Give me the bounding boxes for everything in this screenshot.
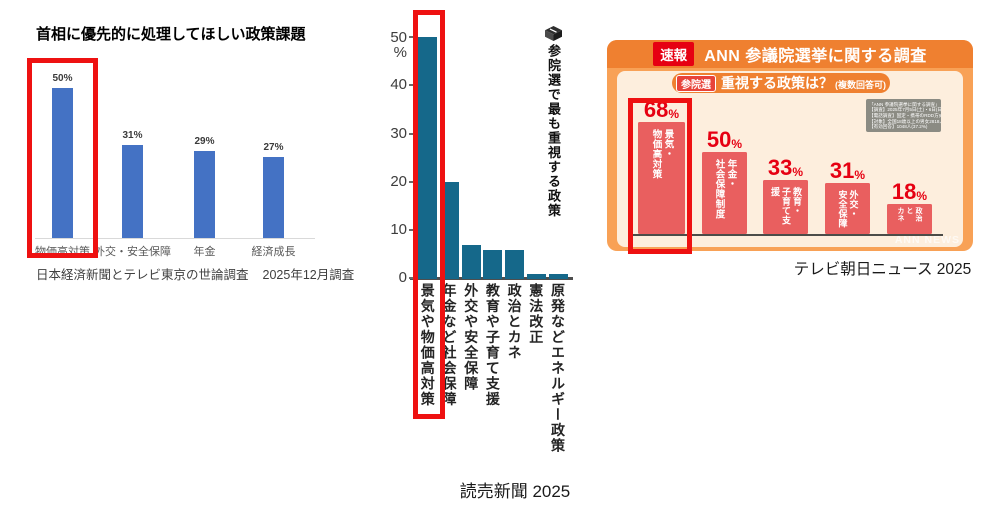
nikkei-bar (122, 145, 143, 238)
yomiuri-y-tick-mark (409, 277, 415, 279)
ann-caption: テレビ朝日ニュース 2025 (793, 261, 972, 278)
yomiuri-bar (505, 249, 525, 279)
ann-flash-badge: 速報 (653, 42, 695, 66)
nikkei-bar-value-label: 27% (263, 142, 284, 153)
yomiuri-bar (548, 274, 568, 279)
ann-percent-sign: % (668, 107, 680, 121)
yomiuri-category-label: 原発などエネルギー政策 (550, 283, 566, 454)
ann-bar-category-label: 年金・ 社会保障制度 (702, 159, 747, 233)
ann-percent-sign: % (731, 137, 743, 151)
ann-percent-sign: % (792, 165, 804, 179)
ann-info-line: 【対象】全国18歳以上の男女2818人 (869, 118, 941, 124)
ann-bar-percent-label: 33% (754, 155, 818, 180)
nikkei-highlight-rect (27, 58, 98, 258)
yomiuri-y-tick-mark (409, 36, 415, 38)
ann-bar (825, 183, 870, 234)
ann-subtitle-badge: 参院選 (676, 74, 716, 92)
ann-bar-category-text: 外交・ 安全保障 (837, 190, 859, 228)
yomiuri-y-tick-label: 30 (390, 125, 407, 142)
yomiuri-category-label: 憲法改正 (528, 283, 545, 345)
nikkei-bar-value-label: 50% (52, 73, 73, 84)
ann-percent-number: 68 (643, 97, 669, 122)
ann-bar-percent-label: 68% (630, 97, 694, 122)
nikkei-caption-date: 2025年12月調査 (262, 268, 355, 282)
yomiuri-y-tick-label: 10 (390, 221, 407, 238)
yomiuri-y-tick-label: 20 (390, 173, 407, 190)
yomiuri-y-tick-label: 50 (390, 29, 407, 46)
nikkei-category-label: 経済成長 (251, 246, 296, 258)
yomiuri-category-label: 景気や物価高対策 (419, 283, 436, 407)
yomiuri-bar (461, 245, 481, 279)
nikkei-category-label: 年金 (193, 246, 216, 258)
yomiuri-y-tick-mark (409, 181, 415, 183)
ann-percent-sign: % (916, 189, 928, 203)
ann-info-line: 【調査】2025年7月5日(土)・6日(日) (869, 107, 941, 113)
nikkei-caption-survey: 日本経済新聞とテレビ東京の世論調査 (36, 268, 249, 282)
yomiuri-category-label: 教育や子育て支援 (484, 283, 501, 407)
yomiuri-bar (526, 274, 546, 279)
nikkei-caption: 日本経済新聞とテレビ東京の世論調査 2025年12月調査 (36, 264, 354, 283)
ann-bar-percent-label: 50% (693, 127, 757, 152)
yomiuri-category-label: 年金など社会保障 (441, 283, 458, 407)
ann-bar-category-label: 外交・ 安全保障 (825, 190, 870, 233)
yomiuri-y-tick-label: 0 (398, 269, 407, 286)
ann-info-line: 「ANN 参議院選挙に関する調査」 (869, 101, 940, 107)
ann-info-line: 【有効回答】1048人(37.2%) (869, 124, 928, 130)
yomiuri-caption: 読売新聞 2025 (459, 482, 571, 501)
yomiuri-category-label: 外交や安全保障 (463, 283, 480, 392)
ballot-box-icon (544, 26, 562, 41)
ann-bar-percent-label: 31% (816, 158, 880, 183)
yomiuri-category-label: 政治とカネ (506, 283, 523, 361)
ann-percent-number: 33 (767, 155, 793, 180)
ann-subtitle-title: 重視する政策は？ (721, 75, 833, 91)
ann-bar-category-label: 政治と カネ (887, 207, 932, 229)
nikkei-x-axis-line (35, 238, 315, 239)
ann-survey-info-box: 「ANN 参議院選挙に関する調査」 【調査】2025年7月5日(土)・6日(日)… (866, 99, 941, 132)
ann-highlight-rect (628, 98, 692, 254)
yomiuri-bar (483, 249, 503, 279)
ann-percent-number: 18 (891, 179, 917, 204)
ann-percent-sign: % (854, 168, 866, 182)
ann-bar-percent-label: 18% (878, 179, 942, 204)
yomiuri-chart-title: 参院選で最も重視する政策 (546, 44, 561, 218)
nikkei-category-label: 外交・安全保障 (94, 246, 171, 258)
ann-bar-category-text: 年金・ 社会保障制度 (713, 159, 737, 219)
ann-bar-category-text: 景気・ 物価高対策 (650, 129, 674, 179)
ann-bar-category-label: 景気・ 物価高対策 (638, 129, 685, 233)
ann-info-line: 【電話調査】固定・携帯のRDD方式 (869, 112, 941, 118)
nikkei-bar (52, 88, 73, 238)
ann-bar-category-text: 政治と カネ (897, 207, 922, 222)
ann-x-axis-line (632, 233, 943, 236)
nikkei-bar-value-label: 31% (122, 130, 143, 141)
nikkei-bar-value-label: 29% (194, 136, 215, 147)
nikkei-bar (194, 151, 215, 238)
yomiuri-y-tick-mark (409, 84, 415, 86)
yomiuri-vertical-title: 参院選で最も重視する政策 (543, 26, 563, 218)
yomiuri-y-tick-mark (409, 133, 415, 135)
yomiuri-y-tick-label: 40 (390, 76, 407, 93)
yomiuri-y-tick-mark (409, 229, 415, 231)
yomiuri-bar (418, 37, 438, 279)
yomiuri-y-tick-label: % (393, 44, 407, 61)
ann-percent-number: 50 (706, 127, 732, 152)
yomiuri-highlight-rect (413, 10, 445, 419)
nikkei-bar (263, 157, 284, 238)
ann-header-title: ANN 参議院選挙に関する調査 (704, 48, 927, 65)
ann-bar-category-text: 教育・ 子育て支援 (770, 187, 802, 225)
ann-bar (763, 180, 808, 234)
ann-news-watermark: ANN NEWS (894, 234, 960, 246)
ann-bar (638, 122, 685, 234)
ann-bar (702, 152, 747, 234)
nikkei-chart-title: 首相に優先的に処理してほしい政策課題 (36, 26, 306, 43)
ann-bar-category-label: 教育・ 子育て支援 (763, 187, 808, 233)
ann-subtitle-note: (複数回答可) (835, 79, 886, 90)
ann-bar (887, 204, 932, 234)
ann-header-band: 速報 ANN 参議院選挙に関する調査 (607, 40, 973, 68)
ann-percent-number: 31 (829, 158, 855, 183)
ann-subtitle-banner: 参院選 重視する政策は？ (複数回答可) (672, 73, 890, 93)
